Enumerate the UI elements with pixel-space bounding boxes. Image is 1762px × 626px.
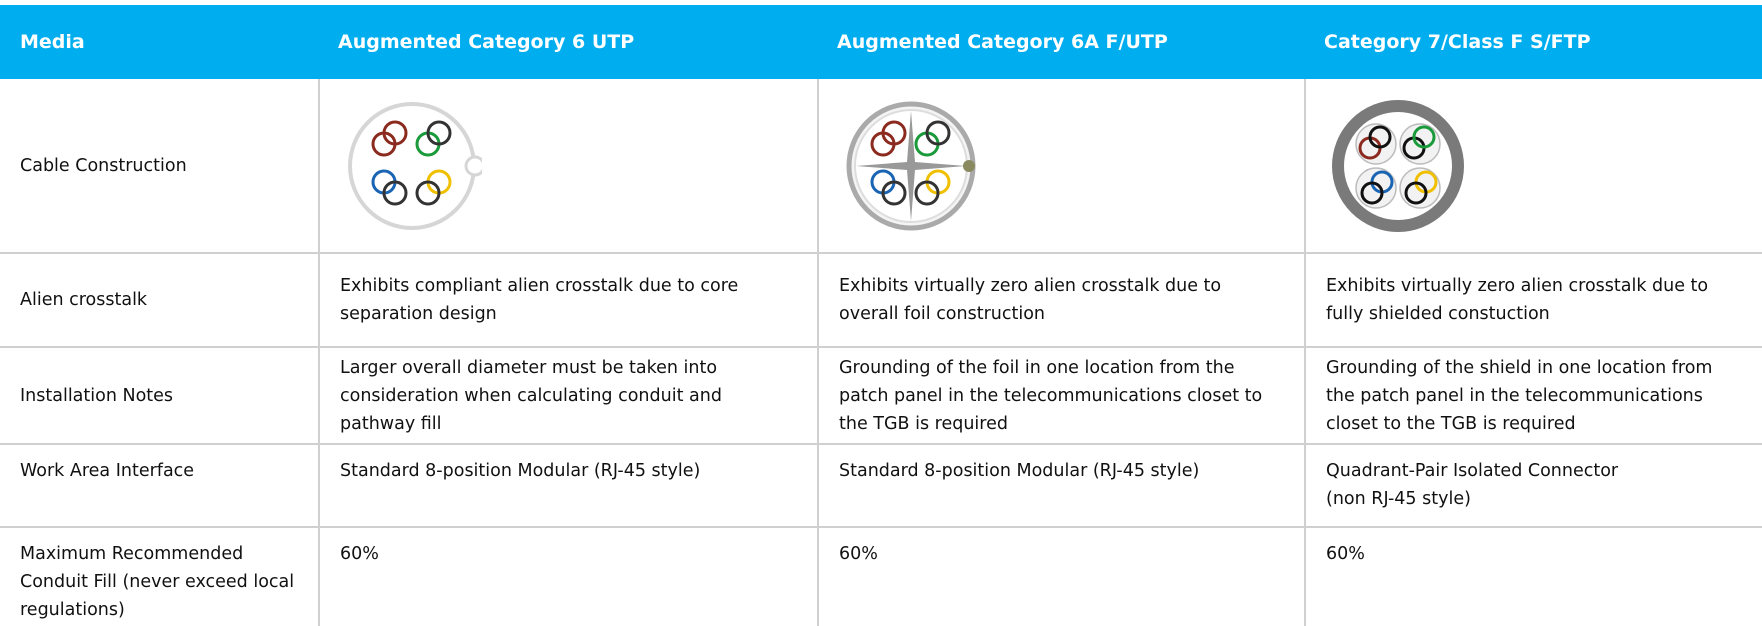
cell-text: Larger overall diameter must be taken in… (340, 357, 722, 434)
row-label-cell: Maximum Recommended Conduit Fill (never … (0, 528, 318, 626)
table-cell: Grounding of the foil in one location fr… (817, 348, 1304, 443)
header-text: Augmented Category 6A F/UTP (837, 31, 1168, 53)
table-cell (318, 79, 817, 252)
header-text: Category 7/Class F S/FTP (1324, 31, 1591, 53)
row-label-cell: Cable Construction (0, 79, 318, 252)
header-cell: Media (0, 28, 318, 56)
cable-icon (1332, 99, 1464, 232)
table-row: Work Area Interface Standard 8-position M… (0, 445, 1762, 528)
cell-text: 60% (340, 544, 379, 564)
row-label: Installation Notes (20, 385, 174, 406)
header-row: Media Augmented Category 6 UTP Augmented C… (0, 5, 1762, 79)
cell-text: 60% (839, 544, 878, 564)
table-cell: Exhibits compliant alien crosstalk due t… (318, 254, 817, 346)
table-cell: Grounding of the shield in one location … (1304, 348, 1762, 443)
table-cell: Larger overall diameter must be taken in… (318, 348, 817, 443)
row-label-cell: Work Area Interface (0, 445, 318, 526)
header-cell: Augmented Category 6 UTP (318, 28, 817, 56)
table-cell: 60% (1304, 528, 1762, 626)
table-cell: Exhibits virtually zero alien crosstalk … (817, 254, 1304, 346)
table-row: Installation Notes Larger overall diamete… (0, 348, 1762, 445)
cell-text: Exhibits virtually zero alien crosstalk … (1326, 276, 1709, 324)
comparison-table: Media Augmented Category 6 UTP Augmented C… (0, 5, 1762, 626)
row-label-cell: Alien crosstalk (0, 254, 318, 346)
table-cell (817, 79, 1304, 252)
table-cell: Standard 8-position Modular (RJ-45 style… (817, 445, 1304, 526)
cell-text: Quadrant-Pair Isolated Connector (non RJ… (1326, 461, 1619, 509)
cell-text: Exhibits virtually zero alien crosstalk … (839, 276, 1222, 324)
header-text: Media (20, 31, 85, 53)
cell-text: Grounding of the foil in one location fr… (839, 357, 1263, 434)
table-cell: Standard 8-position Modular (RJ-45 style… (318, 445, 817, 526)
row-label: Cable Construction (20, 155, 187, 176)
row-label: Work Area Interface (20, 461, 195, 481)
table-cell: Exhibits virtually zero alien crosstalk … (1304, 254, 1762, 346)
table-cell: Quadrant-Pair Isolated Connector (non RJ… (1304, 445, 1762, 526)
table-row: Alien crosstalk Exhibits compliant alien … (0, 254, 1762, 348)
cell-text: Standard 8-position Modular (RJ-45 style… (839, 461, 1200, 481)
cell-text: Exhibits compliant alien crosstalk due t… (340, 276, 739, 324)
row-label: Maximum Recommended Conduit Fill (never … (20, 544, 295, 620)
table-cell (1304, 79, 1762, 252)
header-text: Augmented Category 6 UTP (338, 31, 635, 53)
cable-icon (348, 101, 482, 230)
header-cell: Category 7/Class F S/FTP (1304, 28, 1762, 56)
table-row: Cable Construction (0, 79, 1762, 254)
table-cell: 60% (318, 528, 817, 626)
row-label-cell: Installation Notes (0, 348, 318, 443)
table-cell: 60% (817, 528, 1304, 626)
cell-text: 60% (1326, 544, 1365, 564)
cell-text: Grounding of the shield in one location … (1326, 357, 1713, 434)
table-row: Maximum Recommended Conduit Fill (never … (0, 528, 1762, 626)
header-cell: Augmented Category 6A F/UTP (817, 28, 1304, 56)
cable-icon (846, 101, 976, 230)
row-label: Alien crosstalk (20, 290, 148, 310)
cell-text: Standard 8-position Modular (RJ-45 style… (340, 461, 701, 481)
